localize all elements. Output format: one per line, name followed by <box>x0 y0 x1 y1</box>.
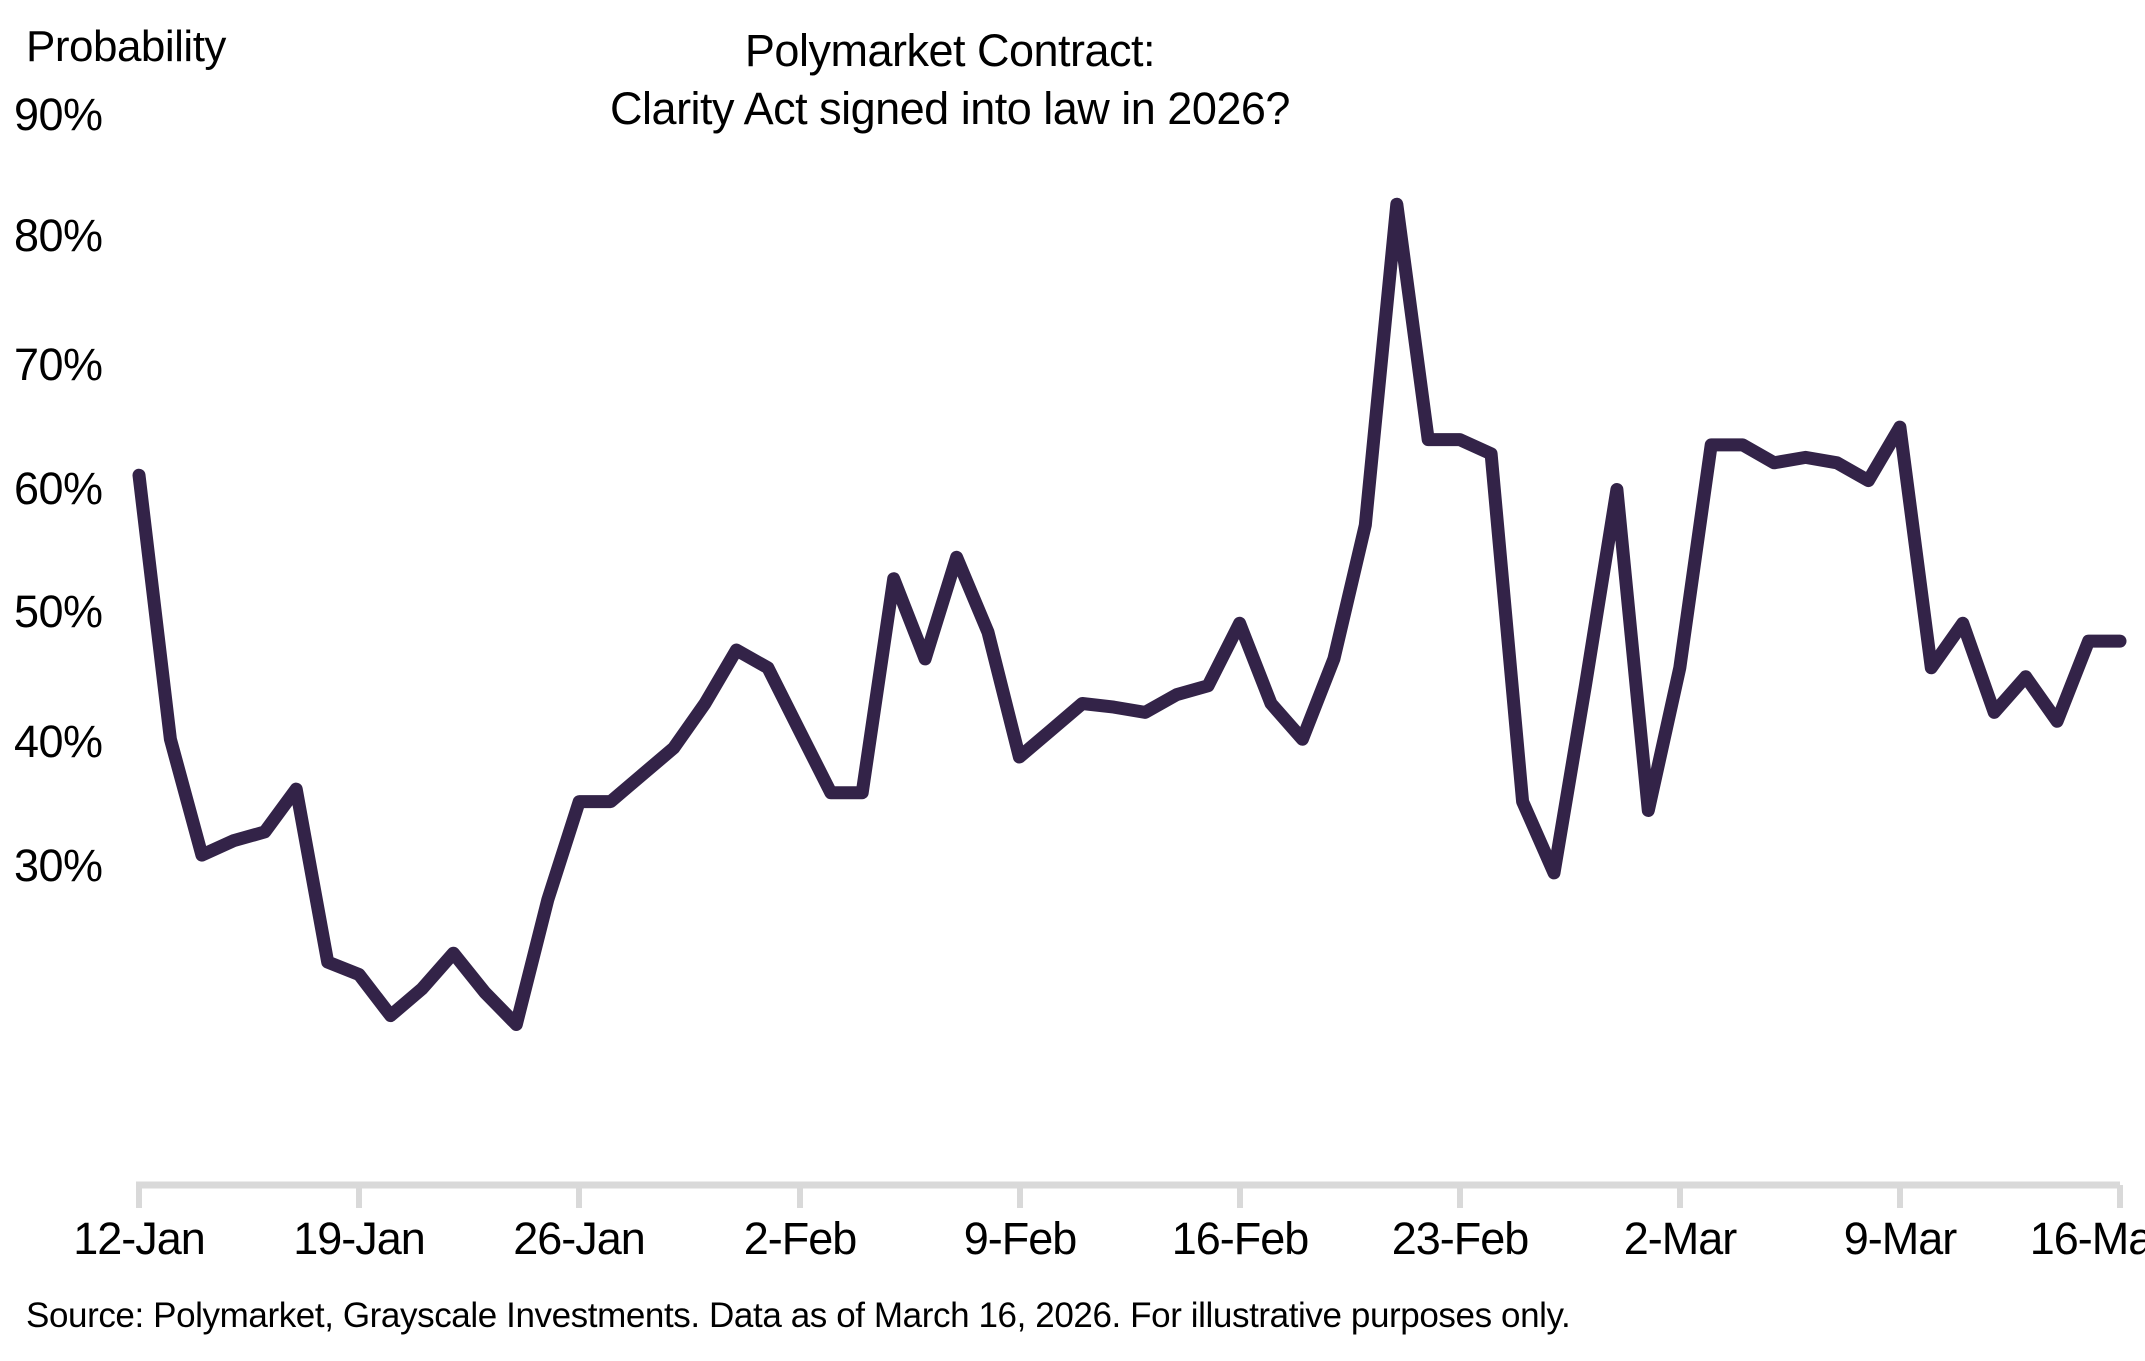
y-axis-tick-label: 60% <box>14 463 103 514</box>
chart-title: Polymarket Contract: Clarity Act signed … <box>300 22 1600 137</box>
data-series-line <box>132 197 2127 1031</box>
x-axis-tick-label: 9-Mar <box>1843 1213 1958 1264</box>
x-axis-tick-label: 2-Mar <box>1623 1213 1738 1264</box>
source-note: Source: Polymarket, Grayscale Investment… <box>26 1296 1571 1335</box>
x-axis-tick-label: 26-Jan <box>513 1213 646 1264</box>
x-axis-tick-label: 23-Feb <box>1391 1213 1530 1264</box>
chart-title-line-2: Clarity Act signed into law in 2026? <box>610 82 1290 134</box>
y-axis-title: Probability <box>26 22 226 71</box>
x-axis-tick-label: 19-Jan <box>293 1213 426 1264</box>
x-axis-tick-label: 9-Feb <box>963 1213 1078 1264</box>
y-axis-tick-label: 80% <box>14 210 103 261</box>
y-axis-tick-label: 50% <box>14 586 103 637</box>
y-axis-tick-label: 90% <box>14 89 103 140</box>
chart-title-line-1: Polymarket Contract: <box>744 25 1156 76</box>
y-axis-tick-label: 70% <box>14 339 103 390</box>
x-axis-line-group <box>136 1181 2123 1208</box>
y-axis-tick-label: 40% <box>14 716 103 767</box>
x-axis-tick-label: 2-Feb <box>743 1213 858 1264</box>
x-axis-tick-label: 12-Jan <box>73 1213 206 1264</box>
x-axis-tick-label: 16-Mar <box>2029 1213 2145 1264</box>
y-axis-tick-label: 30% <box>14 840 103 891</box>
x-axis-tick-label: 16-Feb <box>1171 1213 1310 1264</box>
